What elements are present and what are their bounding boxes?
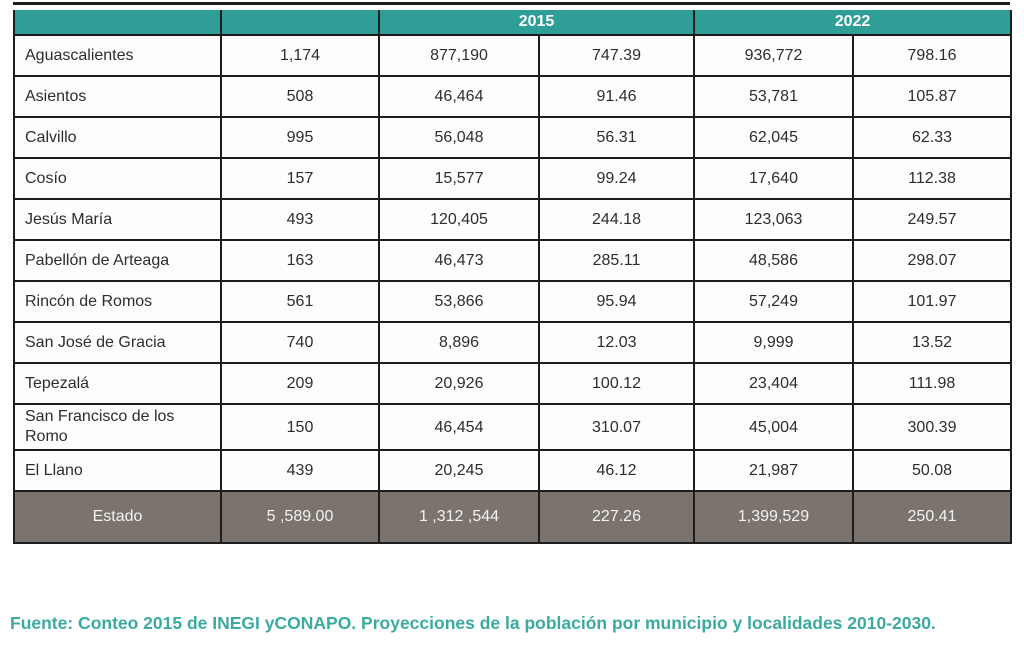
pop-2015-value: 56,048 [378, 116, 540, 159]
table-header-row: 2015 2022 [13, 10, 1012, 36]
area-value: 995 [220, 116, 380, 159]
pop-2015-value: 877,190 [378, 34, 540, 77]
pop-2015-value: 120,405 [378, 198, 540, 241]
pop-2022-value: 936,772 [693, 34, 854, 77]
total-pop-2022-value: 1,399,529 [693, 490, 854, 544]
pop-2022-value: 45,004 [693, 403, 854, 451]
pop-2022-value: 48,586 [693, 239, 854, 282]
density-2022-value: 249.57 [852, 198, 1012, 241]
table-row: El Llano 439 20,245 46.12 21,987 50.08 [13, 449, 1012, 492]
table-row: San Francisco de los Romo 150 46,454 310… [13, 403, 1012, 451]
density-2022-value: 105.87 [852, 75, 1012, 118]
area-value: 508 [220, 75, 380, 118]
header-cell-year-2015: 2015 [378, 10, 695, 36]
density-2015-value: 12.03 [538, 321, 695, 364]
source-citation: Fuente: Conteo 2015 de INEGI yCONAPO. Pr… [10, 613, 936, 633]
density-2015-value: 91.46 [538, 75, 695, 118]
area-value: 493 [220, 198, 380, 241]
density-2015-value: 310.07 [538, 403, 695, 451]
municipality-name: Pabellón de Arteaga [13, 239, 222, 282]
density-2022-value: 13.52 [852, 321, 1012, 364]
pop-2022-value: 17,640 [693, 157, 854, 200]
pop-2022-value: 123,063 [693, 198, 854, 241]
density-2022-value: 112.38 [852, 157, 1012, 200]
density-2022-value: 298.07 [852, 239, 1012, 282]
table-row: Cosío 157 15,577 99.24 17,640 112.38 [13, 157, 1012, 200]
pop-2022-value: 62,045 [693, 116, 854, 159]
pop-2015-value: 8,896 [378, 321, 540, 364]
density-2022-value: 101.97 [852, 280, 1012, 323]
density-2022-value: 62.33 [852, 116, 1012, 159]
area-value: 209 [220, 362, 380, 405]
municipality-name: Calvillo [13, 116, 222, 159]
density-2015-value: 95.94 [538, 280, 695, 323]
density-2022-value: 798.16 [852, 34, 1012, 77]
density-2022-value: 300.39 [852, 403, 1012, 451]
area-value: 561 [220, 280, 380, 323]
pop-2022-value: 21,987 [693, 449, 854, 492]
density-2015-value: 747.39 [538, 34, 695, 77]
header-cell-area [220, 10, 380, 36]
table-row: Pabellón de Arteaga 163 46,473 285.11 48… [13, 239, 1012, 282]
pop-2022-value: 9,999 [693, 321, 854, 364]
area-value: 157 [220, 157, 380, 200]
table-row: Calvillo 995 56,048 56.31 62,045 62.33 [13, 116, 1012, 159]
area-value: 150 [220, 403, 380, 451]
municipality-name: Aguascalientes [13, 34, 222, 77]
population-table: 2015 2022 Aguascalientes 1,174 877,190 7… [13, 10, 1012, 544]
density-2015-value: 99.24 [538, 157, 695, 200]
pop-2015-value: 46,464 [378, 75, 540, 118]
municipality-name: El Llano [13, 449, 222, 492]
pop-2015-value: 46,473 [378, 239, 540, 282]
municipality-name: San Francisco de los Romo [13, 403, 222, 451]
pop-2022-value: 57,249 [693, 280, 854, 323]
density-2022-value: 111.98 [852, 362, 1012, 405]
pop-2022-value: 23,404 [693, 362, 854, 405]
municipality-name: San José de Gracia [13, 321, 222, 364]
total-density-2022-value: 250.41 [852, 490, 1012, 544]
municipality-name: Jesús María [13, 198, 222, 241]
density-2015-value: 56.31 [538, 116, 695, 159]
pop-2015-value: 53,866 [378, 280, 540, 323]
pop-2015-value: 46,454 [378, 403, 540, 451]
table-row: San José de Gracia 740 8,896 12.03 9,999… [13, 321, 1012, 364]
table-row: Asientos 508 46,464 91.46 53,781 105.87 [13, 75, 1012, 118]
density-2015-value: 244.18 [538, 198, 695, 241]
area-value: 740 [220, 321, 380, 364]
header-cell-municipality [13, 10, 222, 36]
density-2015-value: 100.12 [538, 362, 695, 405]
density-2015-value: 285.11 [538, 239, 695, 282]
total-row: Estado 5 ,589.00 1 ,312 ,544 227.26 1,39… [13, 490, 1012, 544]
area-value: 1,174 [220, 34, 380, 77]
total-row-label: Estado [13, 490, 222, 544]
municipality-name: Cosío [13, 157, 222, 200]
header-cell-year-2022: 2022 [693, 10, 1012, 36]
table-row: Jesús María 493 120,405 244.18 123,063 2… [13, 198, 1012, 241]
table-row: Aguascalientes 1,174 877,190 747.39 936,… [13, 34, 1012, 77]
density-2015-value: 46.12 [538, 449, 695, 492]
municipality-name: Rincón de Romos [13, 280, 222, 323]
total-density-2015-value: 227.26 [538, 490, 695, 544]
pop-2015-value: 15,577 [378, 157, 540, 200]
pop-2015-value: 20,926 [378, 362, 540, 405]
municipality-name: Asientos [13, 75, 222, 118]
density-2022-value: 50.08 [852, 449, 1012, 492]
pop-2022-value: 53,781 [693, 75, 854, 118]
total-area-value: 5 ,589.00 [220, 490, 380, 544]
total-pop-2015-value: 1 ,312 ,544 [378, 490, 540, 544]
area-value: 439 [220, 449, 380, 492]
table-row: Rincón de Romos 561 53,866 95.94 57,249 … [13, 280, 1012, 323]
table-row: Tepezalá 209 20,926 100.12 23,404 111.98 [13, 362, 1012, 405]
population-table-wrap: 2015 2022 Aguascalientes 1,174 877,190 7… [13, 2, 1012, 544]
area-value: 163 [220, 239, 380, 282]
pop-2015-value: 20,245 [378, 449, 540, 492]
municipality-name: Tepezalá [13, 362, 222, 405]
